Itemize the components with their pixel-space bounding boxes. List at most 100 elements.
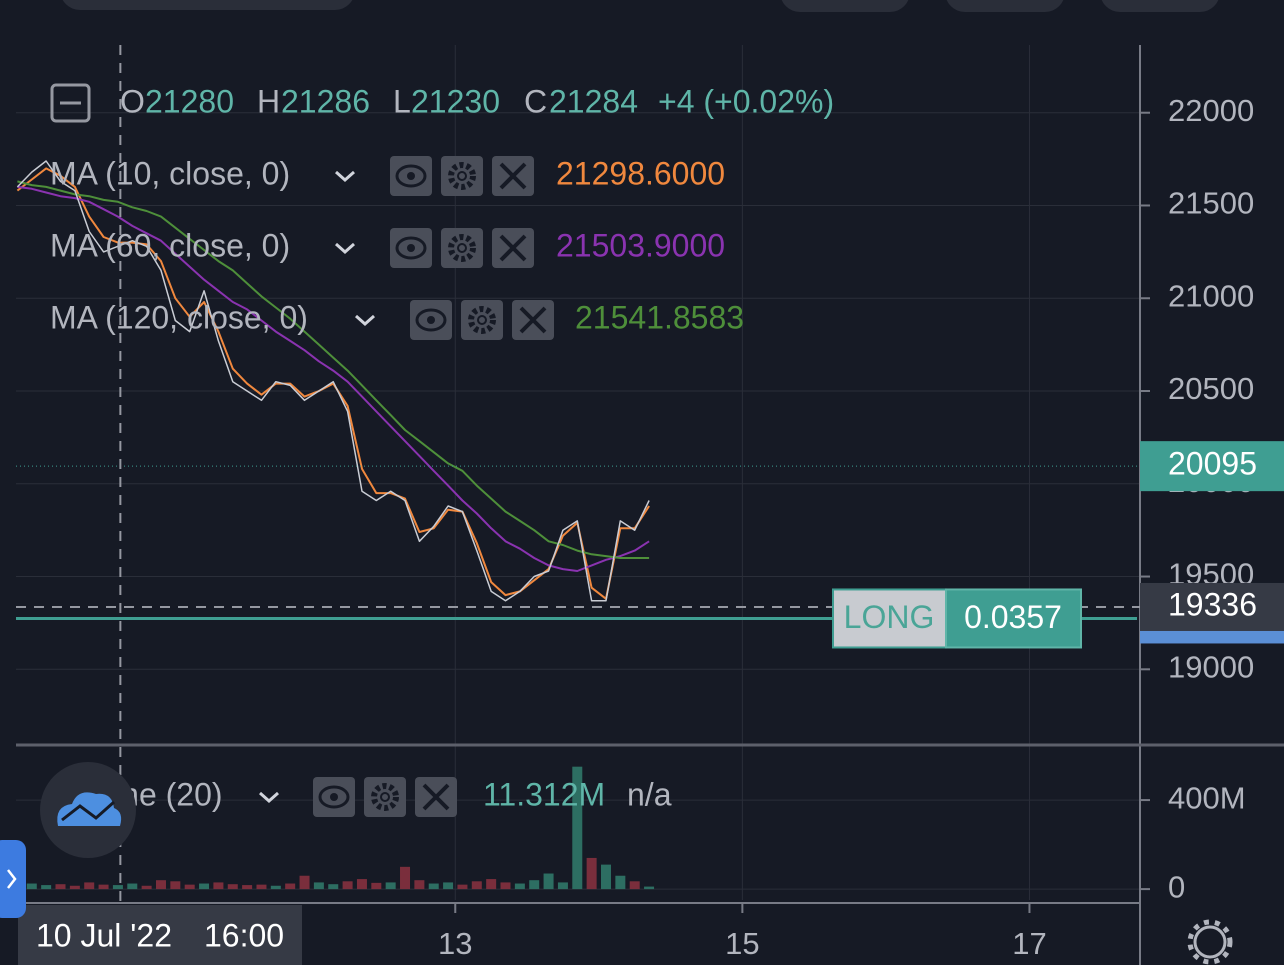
dropdown-chevron[interactable] [335,242,355,255]
volume-bar [127,883,138,890]
volume-bar [428,883,439,890]
ma-line [17,185,650,572]
gear-button[interactable] [441,156,483,196]
volume-bar [98,884,109,890]
top-button[interactable] [780,0,910,12]
gear-hub [457,243,467,253]
volume-bar [84,882,95,890]
position-marker [1140,630,1284,644]
ohlc-value: 21230 [411,83,500,119]
eye-pupil [330,793,338,801]
eye-pupil [407,244,415,252]
crosshair-time-box [18,905,302,965]
volume-bar [155,880,166,890]
collapse-icon [50,83,91,123]
close-icon [499,162,527,190]
volume-bar [400,866,411,890]
volume-na: n/a [627,776,672,812]
gear-icon [468,306,496,334]
y-tick-label: 22000 [1168,93,1254,128]
crosshair-price-box [1140,582,1284,631]
volume-bar [514,883,525,890]
ohlc-value: 21286 [281,83,370,119]
eye-pupil [427,316,435,324]
legend-entry: MA (60, close, 0) [50,227,290,263]
volume-bar [572,766,583,890]
volume-bar [41,885,52,890]
gear-hub [477,315,487,325]
eye-button[interactable] [390,156,432,196]
gear-button[interactable] [441,228,483,268]
volume-bar [227,884,238,890]
close-icon [499,234,527,262]
volume-bar [543,873,554,890]
price-line [16,160,650,602]
volume-value: 11.312M [483,776,605,812]
gear-button[interactable] [364,777,406,817]
side-toggle-bg [0,840,26,918]
dropdown-chevron[interactable] [355,314,375,327]
volume-bar [213,882,224,890]
top-button[interactable] [1100,0,1220,12]
dropdown-chevron[interactable] [259,791,279,804]
side-toggle[interactable] [0,840,26,918]
volume-bar [529,880,540,890]
volume-bar [199,883,210,890]
eye-button[interactable] [410,300,452,340]
y-tick-label: 21500 [1168,186,1254,221]
eye-icon [415,308,447,332]
gear-button[interactable] [461,300,503,340]
volume-bar [26,883,37,890]
close-icon [519,306,547,334]
ohlc-value: 21280 [145,83,234,119]
position-side-box[interactable] [832,588,947,649]
legend-entry: MA (120, close, 0) [50,299,308,335]
volume-bar [69,885,80,890]
legend-value: 21503.9000 [556,227,725,263]
settings-button[interactable] [1187,919,1233,965]
top-button[interactable] [945,0,1065,12]
settings-gear-teeth [1187,919,1233,965]
top-button[interactable] [60,0,355,10]
volume-bar [371,882,382,890]
eye-pupil [407,172,415,180]
x-tick-label: 15 [725,926,759,961]
x-tick-label: 17 [1012,926,1046,961]
eye-button[interactable] [313,777,355,817]
dropdown-chevron[interactable] [335,170,355,183]
volume-bar [270,885,281,890]
volume-bar [557,882,568,890]
y-tick-label: 20500 [1168,371,1254,406]
ohlc-change: +4 (+0.02%) [658,83,834,119]
eye-button[interactable] [390,228,432,268]
gear-icon [448,162,476,190]
volume-bar [457,884,468,890]
volume-bar [313,882,324,890]
legend: O 21280 H 21286 L 21230 C 21284 +4 (+0.02%) MA (1… [50,83,834,817]
crosshair-time-label: 16:00 [204,917,284,953]
volume-bar [615,875,626,890]
close-button[interactable] [512,300,554,340]
legend-value: 21541.8583 [575,299,744,335]
ohlc-key: L [393,83,411,119]
ohlc-key: C [524,83,547,119]
volume-bar [629,881,640,890]
volume-bar [414,880,425,890]
volume-bar [471,881,482,890]
volume-bar [170,881,181,890]
position-quantity-box[interactable] [945,588,1082,649]
close-button[interactable] [415,777,457,817]
collapse-button[interactable] [50,83,91,123]
position-side: LONG [844,599,935,635]
volume-bar [342,881,353,890]
cloud-button[interactable] [40,762,136,858]
eye-icon [395,236,427,260]
ohlc-key: H [257,83,280,119]
close-button[interactable] [492,156,534,196]
y-tick-label: 19000 [1168,649,1254,684]
volume-bar [112,885,123,890]
close-button[interactable] [492,228,534,268]
volume-bar [385,882,396,890]
